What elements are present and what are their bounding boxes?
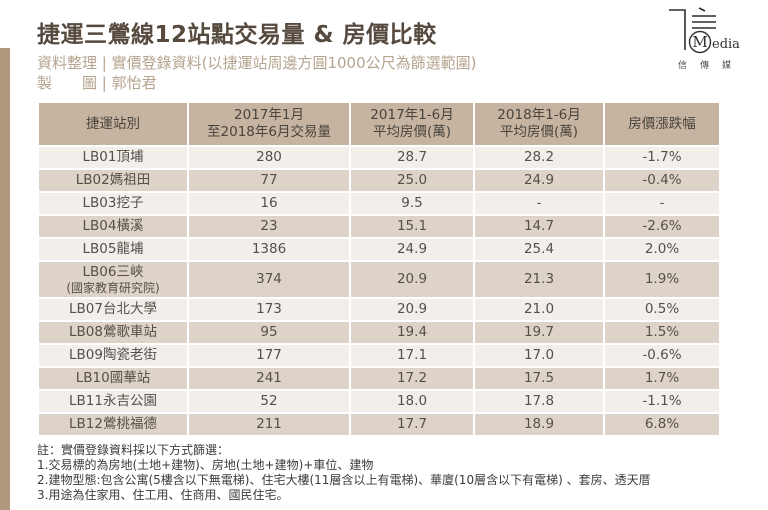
price-2018-cell: 24.9: [475, 170, 603, 191]
station-cell: LB10國華站: [39, 368, 187, 389]
col-header-volume: 2017年1月 至2018年6月交易量: [189, 103, 349, 145]
table-row: LB11永吉公園 52 18.0 17.8 -1.1%: [39, 391, 719, 412]
change-cell: -1.7%: [605, 147, 719, 168]
note-line: 2.建物型態:包含公寓(5樓含以下無電梯)、住宅大樓(11層含以上有電梯)、華廈…: [37, 473, 651, 487]
credit-data-source: 資料整理 | 實價登錄資料(以捷運站周邊方圓1000公尺為篩選範圍): [37, 54, 477, 72]
price-2017-cell: 15.1: [351, 216, 473, 237]
station-cell: LB11永吉公園: [39, 391, 187, 412]
station-cell: LB01頂埔: [39, 147, 187, 168]
cmedia-logo-mark: M edia: [669, 7, 740, 54]
station-cell: LB12鶯桃福德: [39, 414, 187, 435]
change-cell: 1.9%: [605, 262, 719, 297]
note-line: 3.用途為住家用、住工用、住商用、國民住宅。: [37, 488, 289, 502]
station-cell: LB08鶯歌車站: [39, 322, 187, 343]
price-2017-cell: 19.4: [351, 322, 473, 343]
credit-block: 資料整理 | 實價登錄資料(以捷運站周邊方圓1000公尺為篩選範圍) 製 圖 |…: [37, 53, 713, 93]
main-content: 捷運三鶯線12站點交易量 & 房價比較 資料整理 | 實價登錄資料(以捷運站周邊…: [37, 0, 719, 503]
change-cell: -1.1%: [605, 391, 719, 412]
table-row: LB09陶瓷老街 177 17.1 17.0 -0.6%: [39, 345, 719, 366]
price-2017-cell: 28.7: [351, 147, 473, 168]
table-row: LB04橫溪 23 15.1 14.7 -2.6%: [39, 216, 719, 237]
price-2018-cell: 17.0: [475, 345, 603, 366]
cmedia-logo: M edia 信傳媒: [666, 4, 758, 71]
station-cell: LB09陶瓷老街: [39, 345, 187, 366]
table-row: LB06三峽 (國家教育研究院) 374 20.9 21.3 1.9%: [39, 262, 719, 297]
price-2017-cell: 20.9: [351, 299, 473, 320]
table-body: LB01頂埔 280 28.7 28.2 -1.7% LB02媽祖田 77 25.0 24.9-…: [39, 147, 719, 435]
table-row: LB10國華站 241 17.2 17.5 1.7%: [39, 368, 719, 389]
price-2017-cell: 24.9: [351, 239, 473, 260]
change-cell: 6.8%: [605, 414, 719, 435]
change-cell: 1.7%: [605, 368, 719, 389]
price-2018-cell: 17.8: [475, 391, 603, 412]
col-header-change: 房價漲跌幅: [605, 103, 719, 145]
table-row: LB02媽祖田 77 25.0 24.9 -0.4%: [39, 170, 719, 191]
table-row: LB01頂埔 280 28.7 28.2 -1.7%: [39, 147, 719, 168]
table-row: LB12鶯桃福德 211 17.7 18.9 6.8%: [39, 414, 719, 435]
price-2017-cell: 17.1: [351, 345, 473, 366]
volume-cell: 77: [189, 170, 349, 191]
note-line: 1.交易標的為房地(土地+建物)、房地(土地+建物)+車位、建物: [37, 458, 374, 472]
price-2017-cell: 17.7: [351, 414, 473, 435]
station-cell: LB04橫溪: [39, 216, 187, 237]
accent-side-bar: [0, 48, 10, 510]
station-cell: LB05龍埔: [39, 239, 187, 260]
col-header-station: 捷運站別: [39, 103, 187, 145]
volume-cell: 241: [189, 368, 349, 389]
volume-cell: 23: [189, 216, 349, 237]
volume-cell: 95: [189, 322, 349, 343]
station-price-table: 捷運站別 2017年1月 至2018年6月交易量 2017年1-6月 平均房價(萬)…: [37, 101, 721, 437]
price-2017-cell: 25.0: [351, 170, 473, 191]
price-2018-cell: 18.9: [475, 414, 603, 435]
volume-cell: 16: [189, 193, 349, 214]
station-cell: LB07台北大學: [39, 299, 187, 320]
price-2017-cell: 17.2: [351, 368, 473, 389]
change-cell: -0.6%: [605, 345, 719, 366]
page-title: 捷運三鶯線12站點交易量 & 房價比較: [37, 22, 437, 48]
table-header: 捷運站別 2017年1月 至2018年6月交易量 2017年1-6月 平均房價(萬)…: [39, 103, 719, 145]
change-cell: -2.6%: [605, 216, 719, 237]
volume-cell: 374: [189, 262, 349, 297]
logo-m-glyph: M: [692, 33, 707, 51]
table-row: LB07台北大學 173 20.9 21.0 0.5%: [39, 299, 719, 320]
volume-cell: 211: [189, 414, 349, 435]
change-cell: 1.5%: [605, 322, 719, 343]
col-header-price-2017: 2017年1-6月 平均房價(萬): [351, 103, 473, 145]
price-2018-cell: 28.2: [475, 147, 603, 168]
station-cell: LB06三峽 (國家教育研究院): [39, 262, 187, 297]
price-2018-cell: 14.7: [475, 216, 603, 237]
price-2018-cell: 21.3: [475, 262, 603, 297]
price-2018-cell: -: [475, 193, 603, 214]
change-cell: -0.4%: [605, 170, 719, 191]
volume-cell: 177: [189, 345, 349, 366]
volume-cell: 280: [189, 147, 349, 168]
change-cell: -: [605, 193, 719, 214]
col-header-price-2018: 2018年1-6月 平均房價(萬): [475, 103, 603, 145]
price-2018-cell: 25.4: [475, 239, 603, 260]
logo-chinese-name: 信傳媒: [678, 61, 745, 71]
price-2018-cell: 19.7: [475, 322, 603, 343]
table-row: LB05龍埔 1386 24.9 25.4 2.0%: [39, 239, 719, 260]
volume-cell: 1386: [189, 239, 349, 260]
station-cell: LB02媽祖田: [39, 170, 187, 191]
footnotes: 註：實價登錄資料採以下方式篩選： 1.交易標的為房地(土地+建物)、房地(土地+建…: [37, 443, 713, 503]
volume-cell: 173: [189, 299, 349, 320]
change-cell: 0.5%: [605, 299, 719, 320]
credit-illustrator: 製 圖 | 郭怡君: [37, 74, 157, 92]
price-2017-cell: 9.5: [351, 193, 473, 214]
volume-cell: 52: [189, 391, 349, 412]
table-row: LB08鶯歌車站 95 19.4 19.7 1.5%: [39, 322, 719, 343]
logo-media-glyph: edia: [712, 37, 740, 52]
price-2018-cell: 21.0: [475, 299, 603, 320]
price-2017-cell: 20.9: [351, 262, 473, 297]
price-2017-cell: 18.0: [351, 391, 473, 412]
change-cell: 2.0%: [605, 239, 719, 260]
note-line: 註：實價登錄資料採以下方式篩選：: [37, 443, 230, 457]
station-cell: LB03挖子: [39, 193, 187, 214]
table-row: LB03挖子 16 9.5- -: [39, 193, 719, 214]
price-2018-cell: 17.5: [475, 368, 603, 389]
